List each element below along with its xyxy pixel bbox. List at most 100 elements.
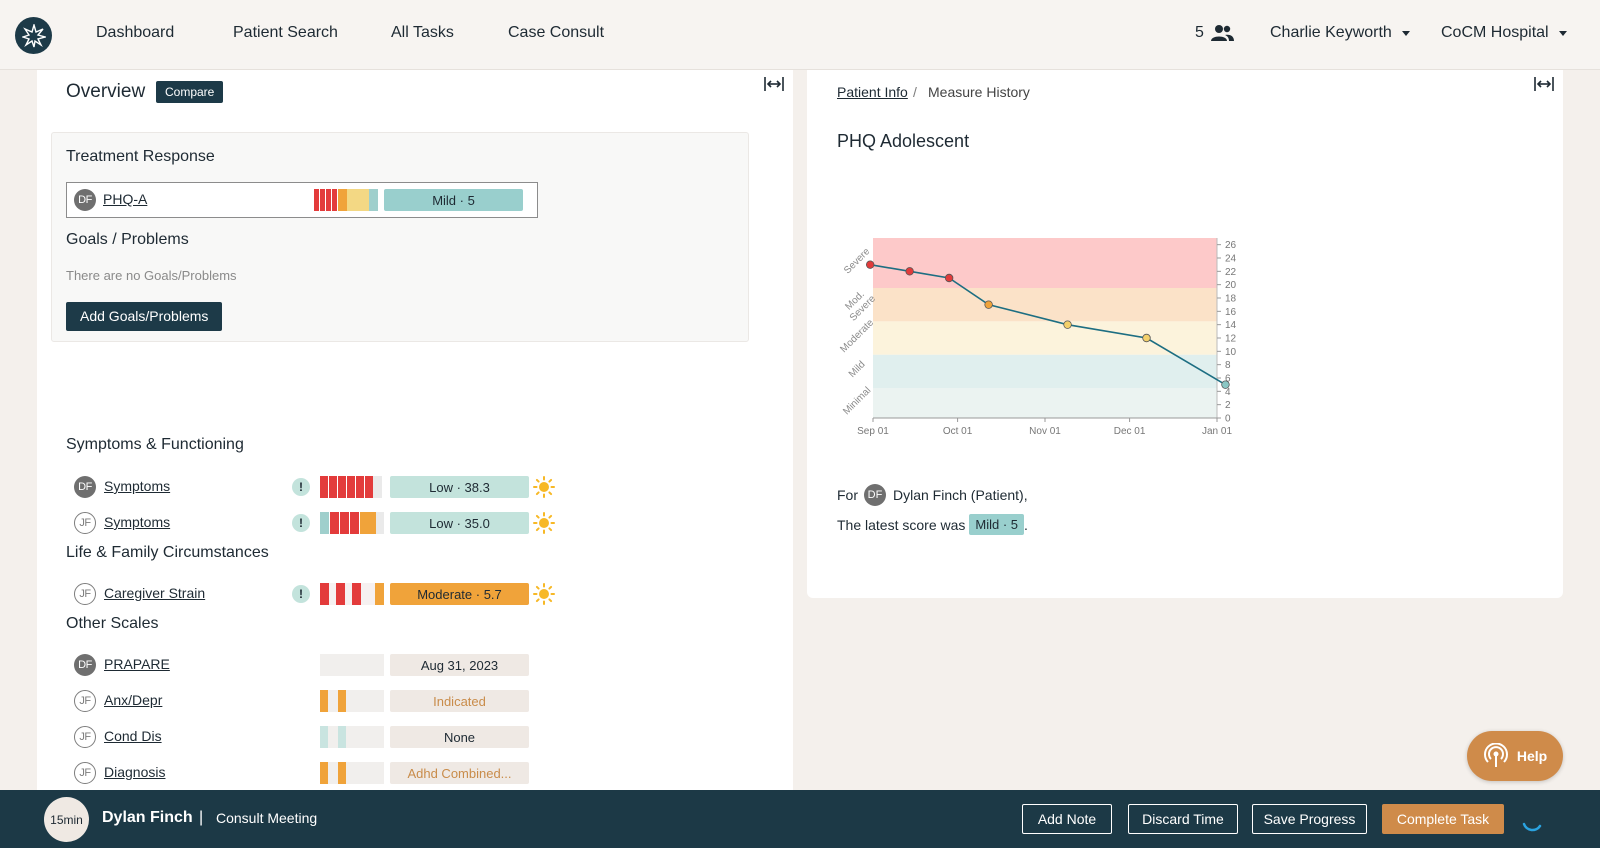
- nav-all-tasks[interactable]: All Tasks: [391, 24, 454, 41]
- score-history-bars: [320, 654, 384, 676]
- symptoms-title: Symptoms & Functioning: [66, 436, 244, 453]
- measure-row-anx-depr[interactable]: JF Anx/Depr Indicated: [66, 683, 586, 719]
- y-tick-label: 16: [1225, 307, 1237, 318]
- score-point: [984, 300, 993, 309]
- y-tick-label: 14: [1225, 320, 1237, 331]
- score-history-bars: [320, 512, 384, 534]
- band-label: Mild: [847, 359, 868, 380]
- score-point: [1063, 320, 1072, 329]
- expand-width-icon[interactable]: [764, 76, 784, 92]
- measure-link-symptoms[interactable]: Symptoms: [104, 514, 171, 530]
- sun-icon: [533, 512, 555, 534]
- measure-link-symptoms[interactable]: Symptoms: [104, 478, 171, 494]
- score-pill: Low · 38.3: [390, 476, 529, 498]
- alert-icon: !: [292, 585, 310, 603]
- nav-case-consult[interactable]: Case Consult: [508, 24, 605, 41]
- help-button[interactable]: Help: [1467, 731, 1563, 781]
- score-history-bars: [320, 476, 384, 498]
- measure-row-caregiver-strain[interactable]: JF Caregiver Strain ! Moderate · 5.7: [66, 576, 586, 612]
- measure-row-diagnosis[interactable]: JF Diagnosis Adhd Combined...: [66, 755, 586, 790]
- measure-link-caregiver-strain[interactable]: Caregiver Strain: [104, 585, 206, 601]
- y-tick-label: 26: [1225, 240, 1237, 251]
- score-pill: Aug 31, 2023: [390, 654, 529, 676]
- measure-link-anx-depr[interactable]: Anx/Depr: [104, 692, 163, 708]
- avatar: DF: [74, 189, 96, 211]
- y-tick-label: 18: [1225, 294, 1237, 305]
- overview-title: Overview: [66, 81, 146, 102]
- team-count-button[interactable]: 5: [1195, 24, 1234, 42]
- organization-menu[interactable]: CoCM Hospital: [1441, 24, 1567, 42]
- y-tick-label: 0: [1225, 414, 1231, 425]
- score-point: [905, 267, 914, 276]
- goals-empty-text: There are no Goals/Problems: [66, 268, 237, 283]
- avatar: DF: [74, 476, 96, 498]
- avatar: JF: [74, 726, 96, 748]
- user-menu[interactable]: Charlie Keyworth: [1270, 24, 1410, 42]
- severity-band: [873, 354, 1217, 388]
- compare-button[interactable]: Compare: [156, 81, 224, 103]
- y-tick-label: 2: [1225, 400, 1231, 411]
- complete-task-button[interactable]: Complete Task: [1382, 804, 1504, 834]
- score-pill: Adhd Combined...: [390, 762, 529, 784]
- x-tick-label: Dec 01: [1114, 426, 1146, 437]
- score-point: [1221, 380, 1230, 389]
- task-label: Consult Meeting: [216, 810, 318, 826]
- star-logo-icon: [21, 23, 46, 47]
- score-history-bars: [320, 690, 384, 712]
- nav-patient-search[interactable]: Patient Search: [233, 24, 338, 41]
- score-pill: Low · 35.0: [390, 512, 529, 534]
- avatar: JF: [74, 762, 96, 784]
- score-history-bars: [314, 189, 378, 211]
- alert-icon: !: [292, 514, 310, 532]
- organization-name: CoCM Hospital: [1441, 24, 1549, 41]
- y-tick-label: 22: [1225, 267, 1237, 278]
- nav-dashboard[interactable]: Dashboard: [96, 24, 175, 41]
- add-goals-button[interactable]: Add Goals/Problems: [66, 302, 223, 331]
- loading-spinner-icon: [1522, 822, 1542, 832]
- life-family-title: Life & Family Circumstances: [66, 544, 269, 561]
- measure-link-cond-dis[interactable]: Cond Dis: [104, 728, 162, 744]
- latest-patient-line: For DF Dylan Finch (Patient),: [837, 484, 1028, 506]
- latest-score-text: The latest score was: [837, 516, 966, 533]
- score-history-bars: [320, 762, 384, 784]
- expand-width-icon[interactable]: [1534, 76, 1554, 92]
- top-nav: Dashboard Patient Search All Tasks Case …: [0, 0, 1600, 70]
- avatar: DF: [74, 654, 96, 676]
- measure-link-phq-a[interactable]: PHQ-A: [103, 191, 148, 207]
- overview-panel: Overview Compare Treatment Response DF P…: [37, 70, 793, 790]
- measure-link-diagnosis[interactable]: Diagnosis: [104, 764, 166, 780]
- latest-score-line: The latest score was Mild · 5 .: [837, 514, 1028, 535]
- measure-row-symptoms-jf[interactable]: JF Symptoms ! Low · 35.0: [66, 505, 586, 541]
- discard-time-button[interactable]: Discard Time: [1128, 804, 1238, 834]
- breadcrumb-current: Measure History: [928, 84, 1030, 100]
- measure-row-phq-a[interactable]: DF PHQ-A Mild · 5: [66, 182, 538, 218]
- save-progress-button[interactable]: Save Progress: [1252, 804, 1367, 834]
- sun-icon: [533, 583, 555, 605]
- score-pill: Indicated: [390, 690, 529, 712]
- score-point: [865, 260, 875, 269]
- app-logo[interactable]: [15, 17, 52, 54]
- treatment-response-title: Treatment Response: [66, 148, 215, 165]
- add-note-button[interactable]: Add Note: [1022, 804, 1112, 834]
- score-pill: Moderate · 5.7: [390, 583, 529, 605]
- breadcrumb-patient-info[interactable]: Patient Info: [837, 84, 908, 100]
- y-tick-label: 20: [1225, 280, 1237, 291]
- band-label: Mod.Severe: [840, 285, 878, 323]
- measure-row-symptoms-df[interactable]: DF Symptoms ! Low · 38.3: [66, 469, 586, 505]
- user-name: Charlie Keyworth: [1270, 24, 1392, 41]
- measure-link-prapare[interactable]: PRAPARE: [104, 656, 170, 672]
- task-bar: 15min Dylan Finch | Consult Meeting Add …: [0, 790, 1600, 848]
- avatar: DF: [864, 484, 886, 506]
- measure-history-panel: Patient Info / Measure History PHQ Adole…: [807, 70, 1563, 598]
- measure-row-prapare[interactable]: DF PRAPARE Aug 31, 2023: [66, 647, 586, 683]
- goals-title: Goals / Problems: [66, 231, 189, 248]
- latest-score-suffix: .: [1024, 516, 1028, 533]
- score-history-bars: [320, 583, 384, 605]
- x-tick-label: Sep 01: [857, 426, 889, 437]
- avatar: JF: [74, 583, 96, 605]
- x-tick-label: Jan 01: [1202, 426, 1232, 437]
- chevron-down-icon: [1401, 30, 1410, 36]
- x-tick-label: Oct 01: [943, 426, 973, 437]
- measure-row-cond-dis[interactable]: JF Cond Dis None: [66, 719, 586, 755]
- chevron-down-icon: [1558, 30, 1567, 36]
